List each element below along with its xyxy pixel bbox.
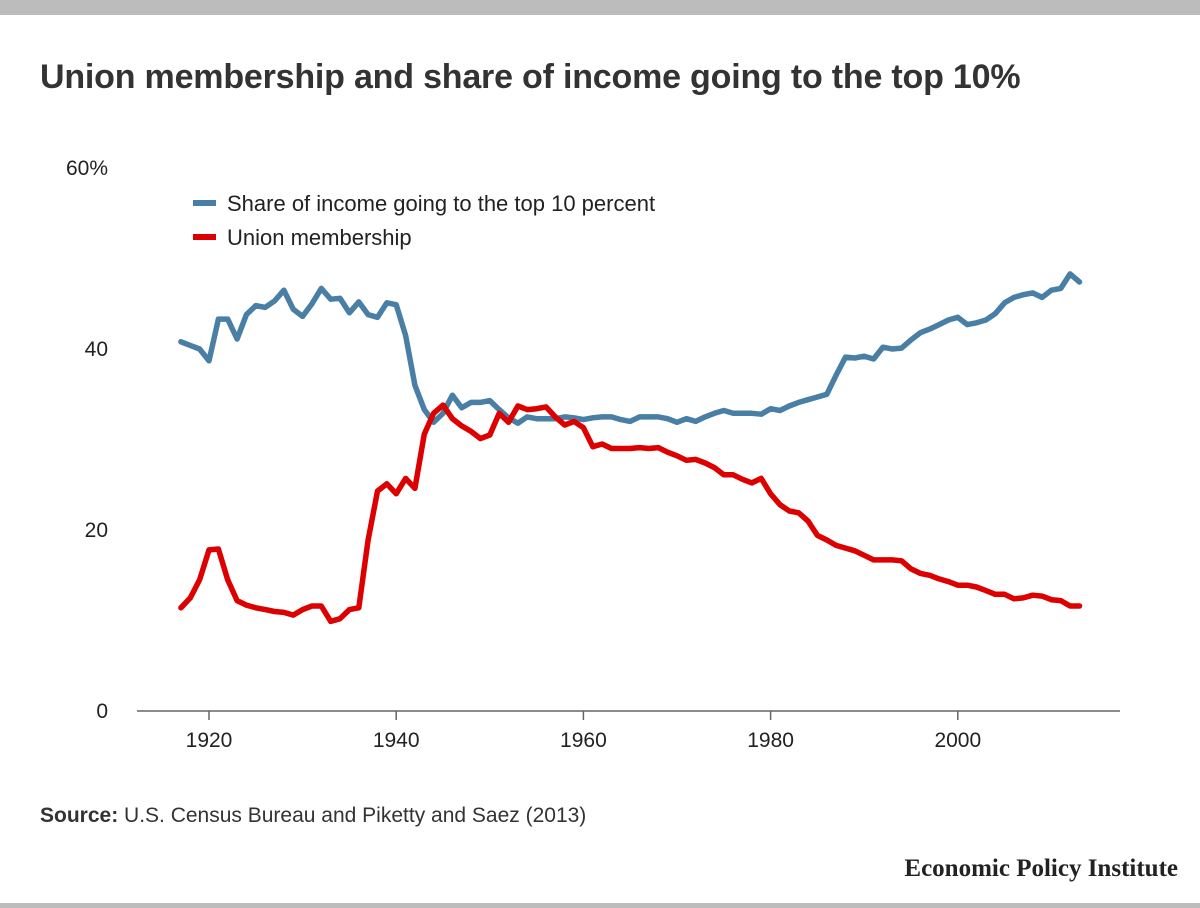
- chart-title: Union membership and share of income goi…: [40, 58, 1021, 96]
- y-tick-label: 40: [85, 338, 108, 361]
- x-tick-label: 2000: [934, 729, 981, 752]
- source-text: U.S. Census Bureau and Piketty and Saez …: [124, 804, 587, 827]
- y-tick-label: 60%: [66, 157, 108, 180]
- top-border: [0, 0, 1200, 15]
- x-tick-label: 1980: [747, 729, 794, 752]
- series-line-top10-share: [178, 271, 1083, 426]
- series-line-union-membership: [178, 402, 1083, 625]
- legend-label: Union membership: [227, 225, 412, 250]
- bottom-border: [0, 903, 1200, 908]
- source-label: Source:: [40, 804, 119, 827]
- epi-logo: Economic Policy Institute: [904, 855, 1178, 882]
- source-note: Source: U.S. Census Bureau and Piketty a…: [40, 804, 586, 828]
- x-tick-label: 1920: [186, 729, 233, 752]
- x-tick-label: 1940: [373, 729, 420, 752]
- x-tick-label: 1960: [560, 729, 607, 752]
- y-tick-label: 20: [85, 519, 108, 542]
- y-tick-label: 0: [96, 700, 108, 723]
- legend-label: Share of income going to the top 10 perc…: [227, 191, 655, 216]
